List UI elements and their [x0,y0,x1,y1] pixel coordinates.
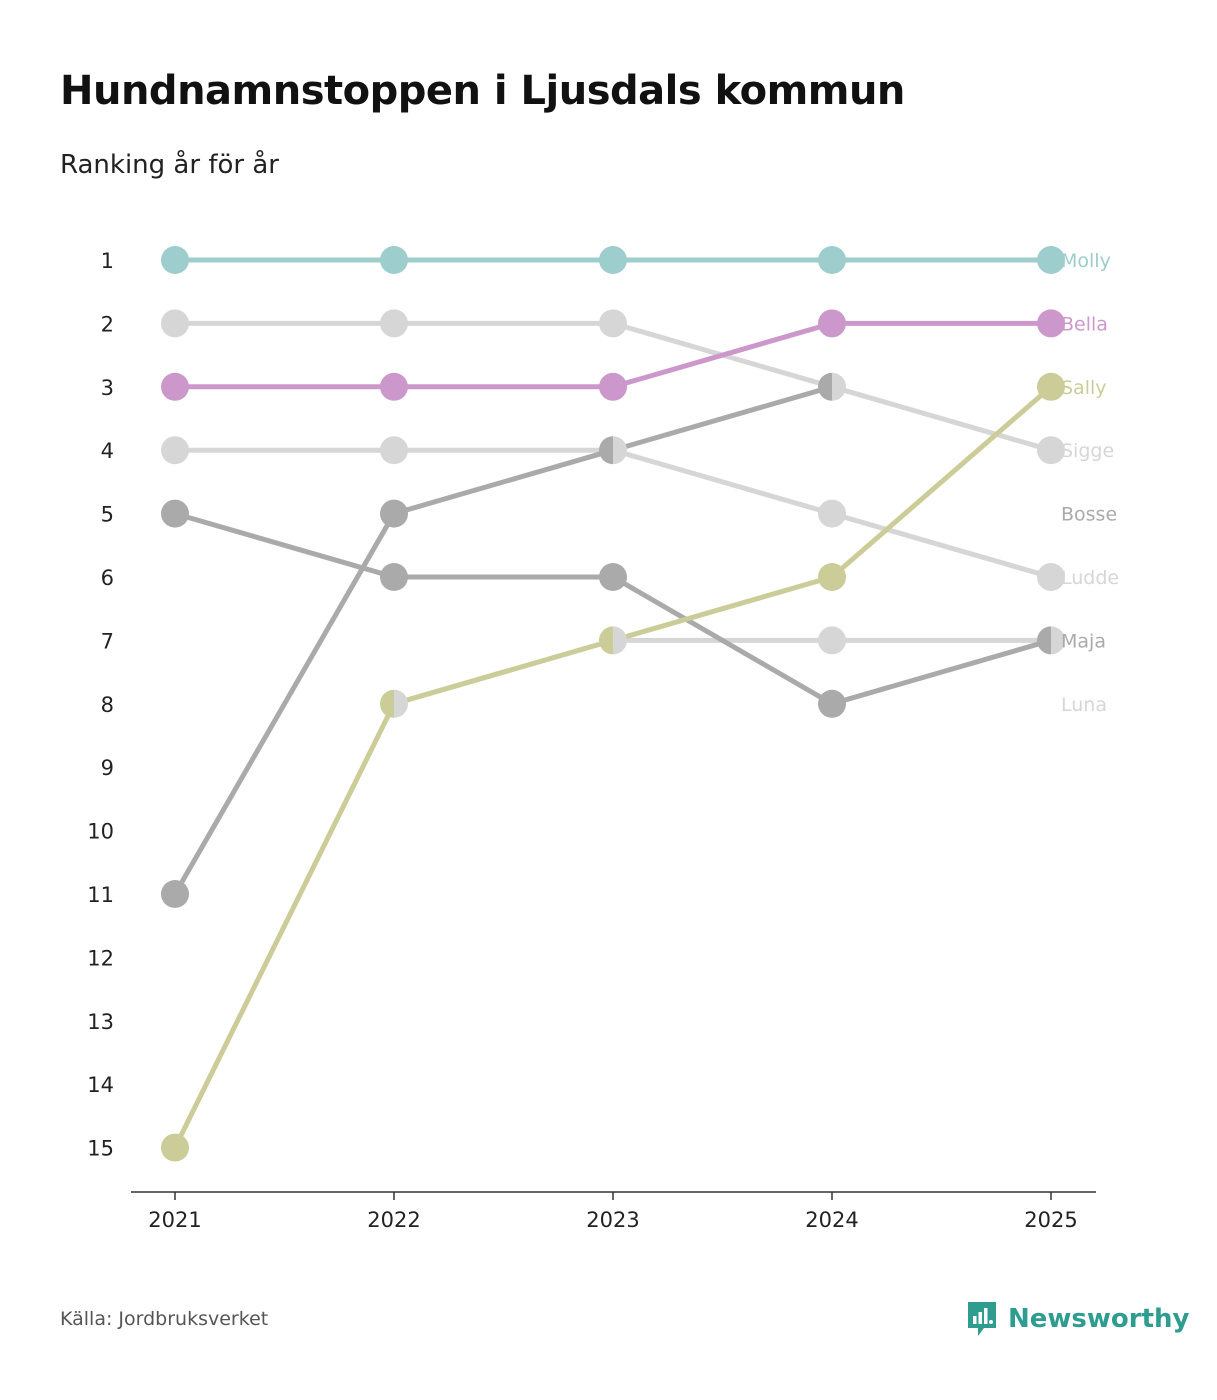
dot-sigge-2024 [832,372,846,401]
chart-title: Hundnamnstoppen i Ljusdals kommun [60,68,905,114]
y-tick-label-1: 1 [101,249,114,273]
dot-sigge-2022 [380,309,408,338]
dot-bosse-2024 [818,372,832,401]
dot-bosse-2023 [599,436,613,465]
dot-luna-2025 [1051,626,1066,655]
dot-ludde-2024 [818,499,846,528]
dot-sally-2024 [818,563,846,591]
dot-ludde-2023 [613,436,628,465]
dot-bosse-2021 [161,880,189,908]
newsworthy-logo-icon [968,1302,996,1336]
series-label-sally: Sally [1061,377,1107,399]
series-label-bosse: Bosse [1061,504,1117,526]
dot-bosse-2022 [380,499,408,528]
y-tick-label-5: 5 [101,503,114,527]
x-tick-label-2022: 2022 [367,1208,420,1232]
dot-maja-2022 [380,563,408,591]
series-label-molly: Molly [1061,250,1111,272]
dot-bella-2024 [818,309,846,338]
dot-molly-2023 [599,246,627,274]
y-tick-label-12: 12 [87,946,114,970]
y-tick-label-3: 3 [101,376,114,400]
series-label-bella: Bella [1061,313,1108,335]
y-tick-label-11: 11 [87,883,114,907]
y-tick-label-2: 2 [101,312,114,336]
y-tick-label-9: 9 [101,756,114,780]
series-label-luna: Luna [1061,694,1107,716]
chart-subtitle: Ranking år för år [60,150,279,180]
series-label-maja: Maja [1061,630,1106,652]
dot-molly-2025 [1037,246,1065,274]
dot-sally-2022 [380,689,394,718]
series-label-ludde: Ludde [1061,567,1119,589]
dot-ludde-2025 [1037,563,1065,591]
series-label-sigge: Sigge [1061,440,1114,462]
y-tick-label-6: 6 [101,566,114,590]
dot-molly-2021 [161,246,189,274]
y-tick-label-14: 14 [87,1073,114,1097]
series-line-luna [391,637,1054,707]
brand-name: Newsworthy [1008,1304,1190,1334]
y-tick-label-4: 4 [101,439,114,463]
dot-sally-2023 [599,626,613,655]
series-labels-group: Molly Bella Sally Sigge Bosse Ludde Maja Luna [1061,250,1119,716]
dot-sally-2025 [1037,372,1065,401]
series-line-bosse [172,384,835,897]
dot-sigge-2025 [1037,436,1065,465]
y-tick-label-13: 13 [87,1010,114,1034]
dot-bella-2021 [161,372,189,401]
series-line-ludde [172,447,1054,580]
x-tick-label-2025: 2025 [1024,1208,1077,1232]
dot-sigge-2021 [161,309,189,338]
dot-bella-2022 [380,372,408,401]
y-tick-label-15: 15 [87,1137,114,1161]
dot-luna-2023 [613,626,628,655]
dot-maja-2024 [818,689,846,718]
dot-maja-2025 [1037,626,1051,655]
x-tick-label-2023: 2023 [586,1208,639,1232]
series-dots-group [161,246,1066,1162]
series-line-maja [172,511,1054,707]
dot-ludde-2021 [161,436,189,465]
x-tick-label-2021: 2021 [148,1208,201,1232]
series-line-sally [172,384,1054,1151]
x-tick-label-2024: 2024 [805,1208,858,1232]
y-tick-label-7: 7 [101,629,114,653]
brand-logo[interactable]: Newsworthy [966,1300,1189,1338]
dot-luna-2022 [394,689,409,718]
dot-luna-2024 [818,626,846,655]
dot-sally-2021 [161,1133,189,1162]
dot-sigge-2023 [599,309,627,338]
y-tick-label-8: 8 [101,693,114,717]
dot-ludde-2022 [380,436,408,465]
dot-molly-2022 [380,246,408,274]
dot-bella-2025 [1037,309,1065,338]
dot-molly-2024 [818,246,846,274]
source-note: Källa: Jordbruksverket [60,1308,269,1330]
dot-maja-2021 [161,499,189,528]
y-tick-label-10: 10 [87,820,114,844]
dot-maja-2023 [599,563,627,591]
dot-bella-2023 [599,372,627,401]
